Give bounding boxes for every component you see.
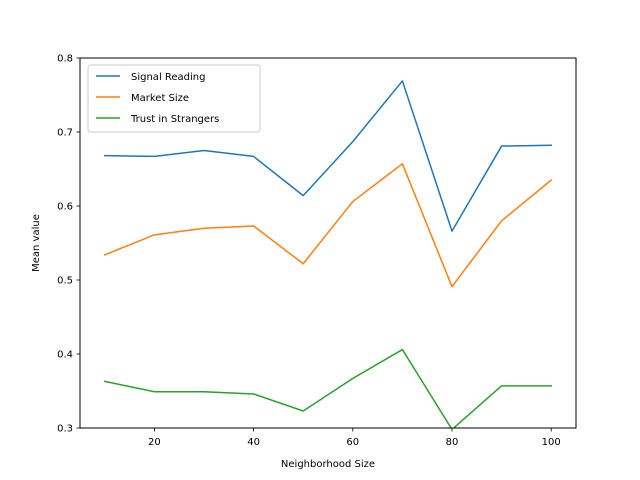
y-tick-label: 0.7: [57, 128, 73, 139]
y-tick-label: 0.8: [57, 54, 73, 65]
series-line-trust-in-strangers: [103, 348, 552, 428]
series-layer: [103, 80, 553, 428]
x-tick-label: 100: [542, 437, 561, 448]
legend-label: Signal Reading: [131, 72, 206, 83]
series-line-market-size: [103, 163, 553, 288]
x-tick-label: 20: [148, 437, 161, 448]
x-axis: 20 40 60 80 100: [148, 428, 561, 448]
y-tick-label: 0.4: [57, 350, 73, 361]
legend-label: Market Size: [131, 93, 189, 104]
plot-frame: [79, 57, 577, 429]
legend-label: Trust in Strangers: [130, 114, 219, 125]
y-tick-label: 0.6: [57, 202, 73, 213]
y-tick-label: 0.5: [57, 276, 73, 287]
x-tick-label: 60: [346, 437, 359, 448]
x-tick-label: 80: [446, 437, 459, 448]
y-axis: 0.3 0.4 0.5 0.6 0.7 0.8: [57, 54, 80, 435]
legend: Signal Reading Market Size Trust in Strang…: [87, 64, 261, 133]
legend-box: [87, 64, 261, 133]
series-line-signal-reading: [104, 80, 552, 232]
x-axis-label: Neighborhood Size: [281, 459, 375, 470]
y-tick-label: 0.3: [57, 424, 73, 435]
y-axis-label: Mean value: [31, 214, 42, 272]
x-tick-label: 40: [247, 437, 260, 448]
